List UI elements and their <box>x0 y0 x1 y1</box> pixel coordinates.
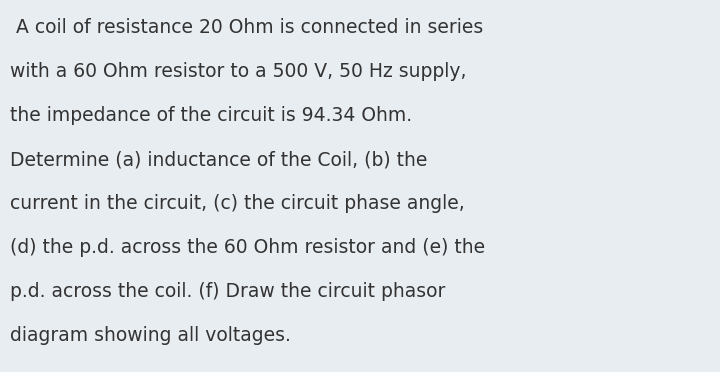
Text: A coil of resistance 20 Ohm is connected in series: A coil of resistance 20 Ohm is connected… <box>10 18 483 37</box>
Text: (d) the p.d. across the 60 Ohm resistor and (e) the: (d) the p.d. across the 60 Ohm resistor … <box>10 238 485 257</box>
Text: Determine (a) inductance of the Coil, (b) the: Determine (a) inductance of the Coil, (b… <box>10 150 428 169</box>
Text: the impedance of the circuit is 94.34 Ohm.: the impedance of the circuit is 94.34 Oh… <box>10 106 412 125</box>
Text: p.d. across the coil. (f) Draw the circuit phasor: p.d. across the coil. (f) Draw the circu… <box>10 282 446 301</box>
Text: current in the circuit, (c) the circuit phase angle,: current in the circuit, (c) the circuit … <box>10 194 464 213</box>
Text: diagram showing all voltages.: diagram showing all voltages. <box>10 326 291 345</box>
Text: with a 60 Ohm resistor to a 500 V, 50 Hz supply,: with a 60 Ohm resistor to a 500 V, 50 Hz… <box>10 62 467 81</box>
